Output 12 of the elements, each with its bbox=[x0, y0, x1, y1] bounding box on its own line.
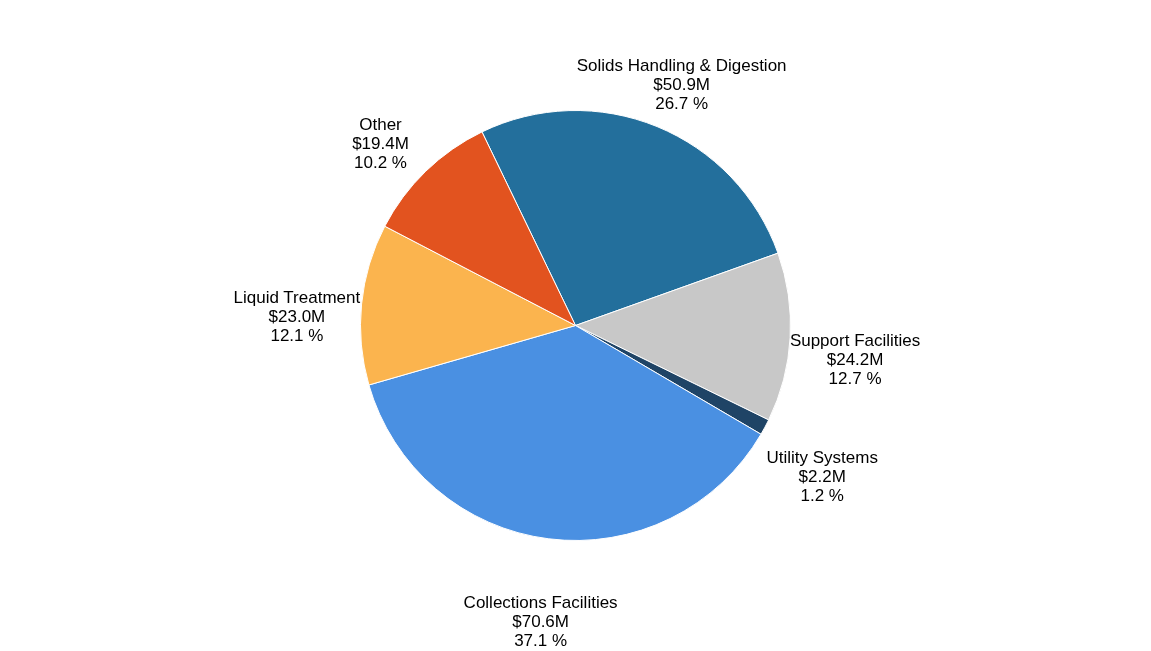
slice-label: Collections Facilities bbox=[463, 593, 618, 613]
data-label: $24.2M 12.7 % bbox=[826, 350, 884, 389]
slice-label: Other bbox=[359, 114, 403, 134]
slice-label: Support Facilities bbox=[789, 331, 921, 351]
data-label: $23.0M 12.1 % bbox=[268, 306, 326, 345]
data-label: $50.9M 26.7 % bbox=[653, 75, 710, 114]
slice-label: Liquid Treatment bbox=[233, 287, 361, 307]
slice-label: Utility Systems bbox=[766, 447, 878, 467]
data-label: $2.2M 1.2 % bbox=[798, 466, 846, 505]
slice-label: Solids Handling & Digestion bbox=[576, 56, 787, 76]
data-label: $70.6M 37.1 % bbox=[512, 612, 569, 651]
data-label: $19.4M 10.2 % bbox=[352, 133, 409, 172]
